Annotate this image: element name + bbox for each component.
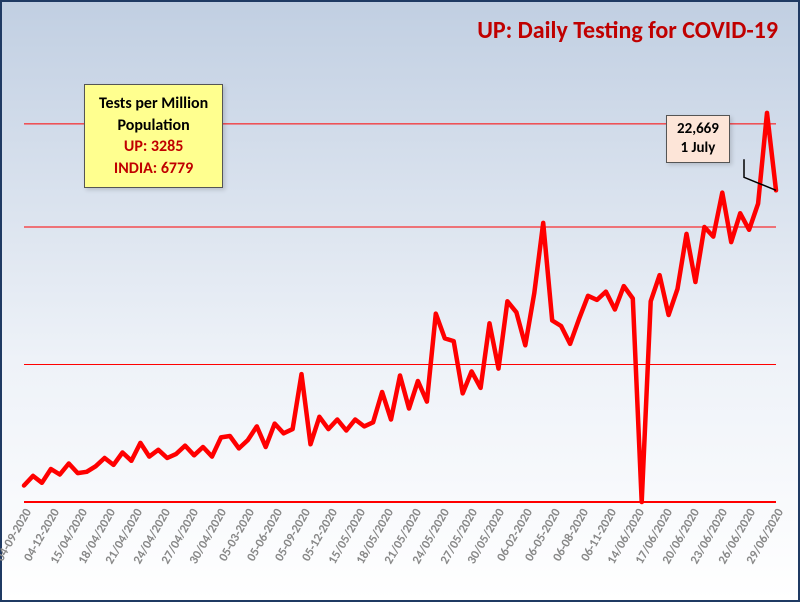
info-header-2: Population [99,115,208,137]
x-axis: 04-09-202004-12-202015/04/202018/04/2020… [24,500,776,600]
plot-area: Tests per Million Population UP: 3285 IN… [24,62,776,502]
latest-value-callout: 22,669 1 July [666,115,730,163]
info-india-label: INDIA [114,159,153,178]
info-up-line: UP: 3285 [99,136,208,158]
callout-value: 22,669 [677,120,719,139]
info-india-line: INDIA: 6779 [99,158,208,180]
info-up-label: UP [124,137,143,156]
tests-per-million-box: Tests per Million Population UP: 3285 IN… [84,84,223,188]
info-up-value: 3285 [151,137,183,156]
info-header-1: Tests per Million [99,93,208,115]
chart-title: UP: Daily Testing for COVID-19 [477,16,778,45]
info-india-value: 6779 [161,159,193,178]
callout-date: 1 July [677,139,719,158]
chart-frame: UP: Daily Testing for COVID-19 Tests per… [0,0,800,602]
